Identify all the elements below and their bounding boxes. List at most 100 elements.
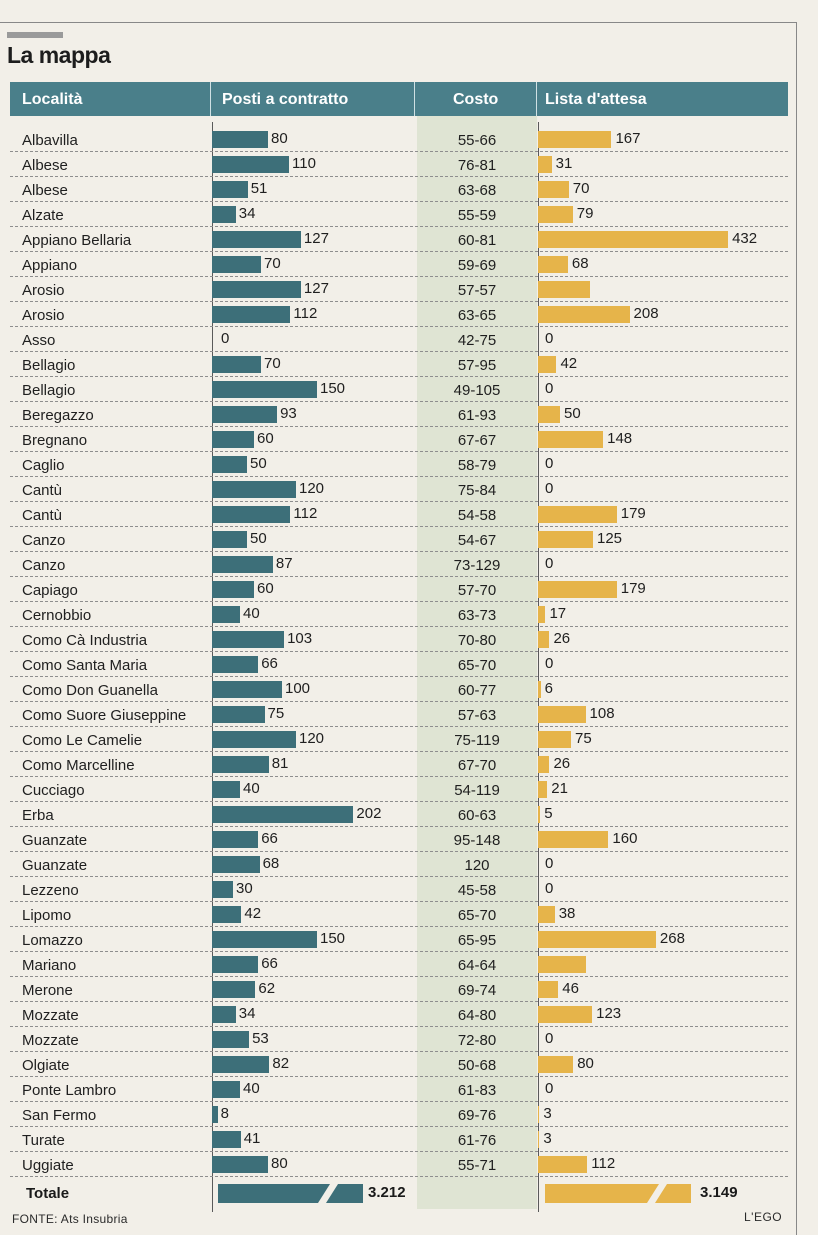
localita-label: Canzo [22,532,66,549]
posti-value-label: 120 [299,480,325,497]
posti-value-label: 40 [243,1080,260,1097]
lista-value-label: 0 [545,480,554,497]
lista-value-label: 167 [615,130,641,147]
localita-label: Beregazzo [22,407,94,424]
table-row: Bellagio 70 57-95 42 [10,352,788,377]
lista-value-label: 17 [549,605,567,622]
lista-bar [538,781,548,798]
table-header: Località Posti a contratto Costo Lista d… [10,82,788,116]
posti-value-label: 120 [299,730,325,747]
localita-label: Bellagio [22,382,76,399]
localita-label: Como Suore Giuseppine [22,707,187,724]
costo-value: 65-95 [457,932,497,949]
posti-value-label: 51 [250,180,268,197]
lista-bar [538,281,590,298]
lista-value-label: 5 [544,805,553,822]
table-row: Como Don Guanella 100 60-77 6 [10,677,788,702]
costo-value: 58-79 [457,457,497,474]
posti-value-label: 66 [261,955,278,972]
total-row: Totale 3.212 3.149 [10,1181,788,1207]
localita-label: Mozzate [22,1007,79,1024]
costo-value: 65-70 [457,657,497,674]
localita-label: Olgiate [22,1057,70,1074]
lista-bar [538,431,604,448]
lista-value-label: 112 [591,1155,616,1172]
localita-label: Appiano [22,257,78,274]
costo-value: 69-74 [457,982,497,999]
posti-bar [212,1031,250,1048]
posti-bar [212,756,269,773]
total-lista-value: 3.149 [700,1184,738,1201]
lista-value-label: 38 [558,905,576,922]
posti-value-label: 87 [275,555,293,572]
lista-bar [538,256,568,273]
lista-value-label: 0 [545,855,554,872]
lista-bar [538,206,573,223]
lista-bar [538,931,656,948]
lista-value-label: 179 [620,580,646,597]
costo-value: 64-64 [457,957,497,974]
posti-bar [212,706,265,723]
posti-bar [212,381,317,398]
posti-value-label: 80 [271,130,288,147]
lista-value-label: 179 [620,505,646,522]
total-label: Totale [26,1185,70,1202]
localita-label: Merone [22,982,73,999]
posti-bar [212,556,273,573]
posti-bar [212,881,233,898]
lista-value-label: 70 [572,180,590,197]
localita-label: Mozzate [22,1032,79,1049]
lista-value-label: 3 [543,1105,552,1122]
posti-value-label: 34 [238,1005,256,1022]
posti-value-label: 42 [244,905,262,922]
posti-value-label: 70 [264,255,281,272]
lista-bar [538,756,550,773]
localita-label: Albese [22,182,68,199]
table-row: Como Suore Giuseppine 75 57-63 108 [10,702,788,727]
lista-bar [538,1156,588,1173]
localita-label: Lezzeno [22,882,79,899]
posti-bar [212,306,291,323]
costo-value: 69-76 [457,1107,497,1124]
posti-bar [212,731,296,748]
table-row: Ponte Lambro 40 61-83 0 [10,1077,788,1102]
posti-value-label: 40 [243,605,260,622]
posti-bar [212,806,354,823]
lista-bar [538,956,586,973]
posti-value-label: 127 [303,230,329,247]
header-separator [210,82,211,116]
table-row: Canzo 50 54-67 125 [10,527,788,552]
posti-value-label: 50 [250,530,267,547]
lista-bar [538,681,541,698]
costo-value: 65-70 [457,907,497,924]
chart-frame [0,22,797,1235]
credit-logo: L'EGO [744,1210,783,1224]
posti-value-label: 70 [264,355,281,372]
costo-value: 61-76 [457,1132,497,1149]
posti-bar [212,406,278,423]
posti-bar [212,1081,240,1098]
total-posti-bar [218,1184,363,1203]
posti-bar [212,781,240,798]
lista-bar [538,306,630,323]
header-localita: Località [22,91,83,108]
lista-value-label: 0 [545,1030,554,1047]
table-row: Mozzate 34 64-80 123 [10,1002,788,1027]
posti-value-label: 60 [257,430,274,447]
table-row: San Fermo 8 69-76 3 [10,1102,788,1127]
posti-value-label: 50 [250,455,267,472]
table-row: Canzo 87 73-129 0 [10,552,788,577]
lista-bar [538,806,541,823]
posti-bar [212,1056,270,1073]
posti-bar [212,1006,236,1023]
table-row: Appiano 70 59-69 68 [10,252,788,277]
localita-label: Caglio [22,457,65,474]
lista-value-label: 268 [659,930,685,947]
posti-bar [212,1156,268,1173]
lista-value-label: 80 [577,1055,594,1072]
lista-bar [538,581,617,598]
costo-value: 57-63 [457,707,497,724]
table-row: Como Marcelline 81 67-70 26 [10,752,788,777]
lista-bar [538,1056,574,1073]
localita-label: Como Marcelline [22,757,135,774]
